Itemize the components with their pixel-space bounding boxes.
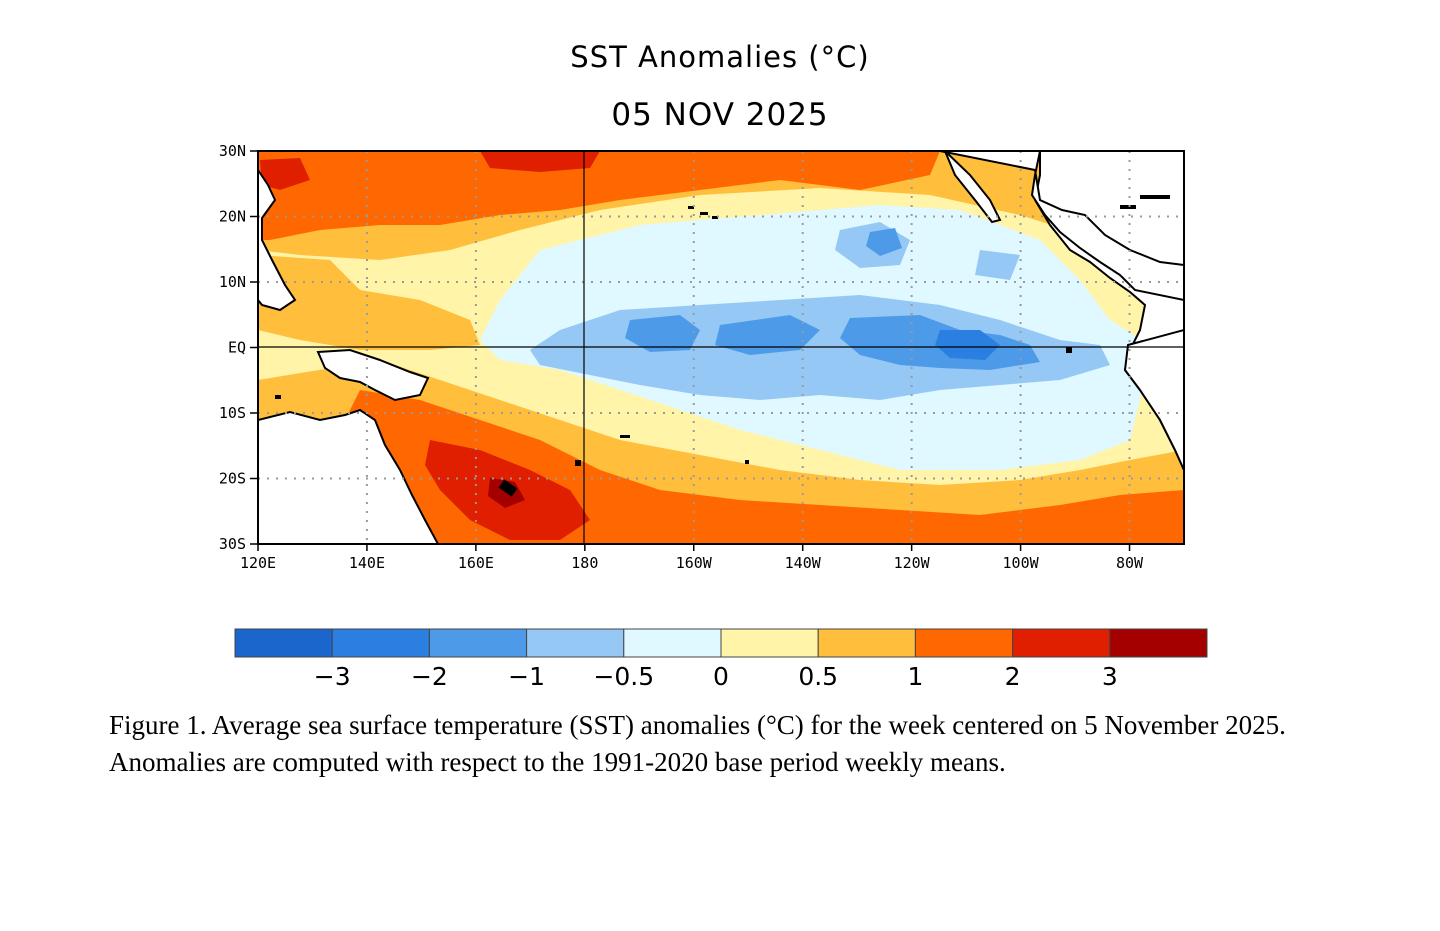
anomaly-region-cool-mid-2: [715, 315, 820, 355]
lat-axis: 30N 20N 10N EQ 10S 20S 30S: [219, 142, 258, 553]
colorbar-label: −0.5: [593, 662, 654, 691]
lat-tick-label: 10N: [219, 273, 246, 291]
colorbar-label: 0: [713, 662, 729, 691]
lat-tick-label: 20S: [219, 470, 246, 488]
anomaly-region-west-warm: [258, 255, 480, 350]
map-title: SST Anomalies (°C): [570, 40, 870, 74]
lat-tick-label: 10S: [219, 404, 246, 422]
anomaly-region-cool-strong: [935, 330, 1000, 360]
colorbar-bin: [331, 628, 430, 658]
lat-tick-label: 30S: [219, 535, 246, 553]
land-baja: [944, 151, 1002, 224]
colorbar-bin: [914, 628, 1014, 658]
land-asia-maritime: [258, 151, 297, 312]
anomaly-region-north-hot: [258, 151, 940, 240]
colorbar-label: 1: [907, 662, 923, 691]
colorbar-label: −3: [314, 662, 351, 691]
colorbar-label: 2: [1005, 662, 1021, 691]
anomaly-region-cool-light-3: [975, 250, 1020, 280]
lon-tick-label: 180: [571, 554, 598, 572]
graticule: [258, 151, 1184, 544]
colorbar-bin: [428, 628, 528, 658]
lat-tick-label: 20N: [219, 208, 246, 226]
lon-tick-label: 120W: [894, 554, 931, 572]
lat-tick-label: EQ: [228, 339, 246, 357]
colorbar-label: 0.5: [798, 662, 838, 691]
anomaly-region-north-red-2: [260, 158, 310, 190]
colorbar-label: −1: [508, 662, 545, 691]
lon-tick-label: 100W: [1003, 554, 1040, 572]
colorbar-bin: [526, 628, 625, 658]
sst-anomaly-map: 30N 20N 10N EQ 10S 20S 30S 120E 140E 160E 180 160W…: [219, 142, 1185, 572]
colorbar: −3 −2 −1 −0.5 0 0.5 1 2 3: [0, 620, 1440, 700]
lon-axis: 120E 140E 160E 180 160W 140W 120W 100W 80W: [240, 544, 1144, 572]
lon-tick-label: 160W: [676, 554, 713, 572]
colorbar-bin: [720, 628, 819, 658]
land-australia: [258, 408, 440, 544]
colorbar-svg: −3 −2 −1 −0.5 0 0.5 1 2 3: [234, 628, 1208, 691]
land-americas-north: [939, 151, 1184, 302]
pacific-islands: [275, 195, 1170, 497]
figure-caption: Figure 1. Average sea surface temperatur…: [109, 710, 1286, 777]
colorbar-label: −2: [411, 662, 448, 691]
map-date: 05 NOV 2025: [611, 97, 829, 133]
land-new-guinea: [316, 348, 430, 402]
colorbar-bin: [234, 628, 333, 658]
colorbar-label: 3: [1102, 662, 1118, 691]
anomaly-region-cool-mid: [625, 315, 700, 352]
anomaly-region-cool-mid-4: [866, 228, 902, 256]
colorbar-bin: [623, 628, 722, 658]
lat-tick-label: 30N: [219, 142, 246, 160]
lon-tick-label: 140E: [349, 554, 385, 572]
colorbar-bin: [1109, 628, 1208, 658]
lon-tick-label: 80W: [1116, 554, 1144, 572]
colorbar-bin: [817, 628, 916, 658]
lon-tick-label: 140W: [785, 554, 822, 572]
anomaly-region-north-red: [480, 151, 600, 172]
lon-tick-label: 160E: [458, 554, 494, 572]
colorbar-bin: [1012, 628, 1111, 658]
sst-map: 30N 20N 10N EQ 10S 20S 30S 120E 140E 160E 180 160W…: [219, 142, 1185, 572]
lon-tick-label: 120E: [240, 554, 276, 572]
